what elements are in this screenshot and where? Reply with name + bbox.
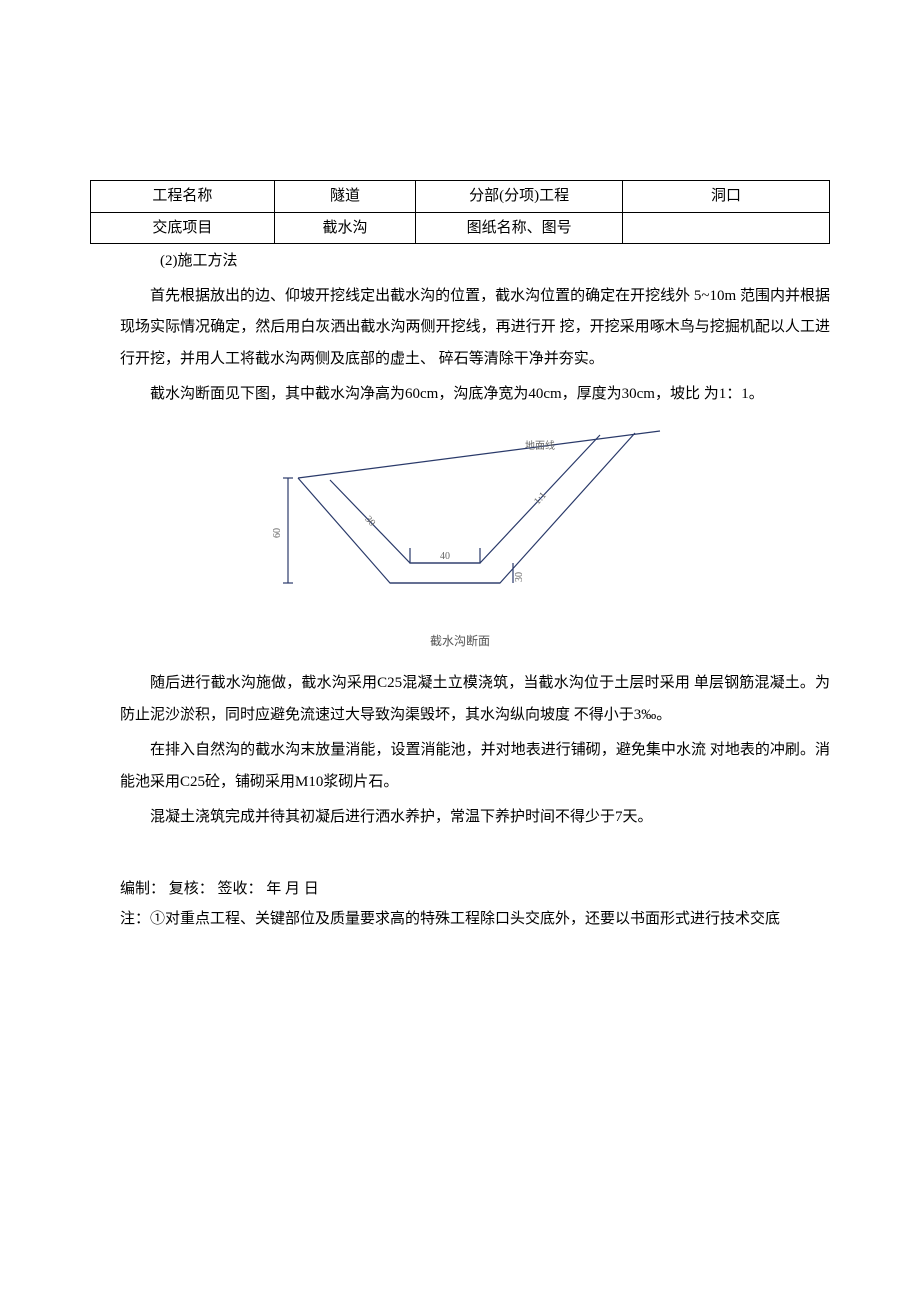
- cell-r1c4: 洞口: [623, 181, 830, 213]
- footer-note: 注：①对重点工程、关键部位及质量要求高的特殊工程除口头交底外，还要以书面形式进行…: [120, 904, 830, 934]
- paragraph-5: 混凝土浇筑完成并待其初凝后进行洒水养护，常温下养护时间不得少于7天。: [120, 802, 830, 834]
- cell-r2c3: 图纸名称、图号: [416, 212, 623, 244]
- svg-text:60: 60: [272, 528, 283, 538]
- svg-text:地面线: 地面线: [525, 439, 555, 452]
- cell-r2c2: 截水沟: [274, 212, 415, 244]
- cell-r1c3: 分部(分项)工程: [416, 181, 623, 213]
- footer-signatures: 编制： 复核： 签收： 年 月 日: [120, 874, 830, 904]
- svg-text:40: 40: [440, 551, 450, 562]
- svg-text:30: 30: [514, 572, 525, 582]
- cell-r2c4: [623, 212, 830, 244]
- section-label: (2)施工方法: [160, 250, 830, 273]
- diagram-caption: 截水沟断面: [90, 632, 830, 650]
- diagram-svg: 地面线 1:1 60 30 40 30: [240, 423, 680, 623]
- cross-section-diagram: 地面线 1:1 60 30 40 30 截水沟断面: [90, 423, 830, 651]
- paragraph-4: 在排入自然沟的截水沟末放量消能，设置消能池，并对地表进行铺砌，避免集中水流 对地…: [120, 735, 830, 798]
- cell-r2c1: 交底项目: [91, 212, 275, 244]
- cell-r1c2: 隧道: [274, 181, 415, 213]
- cell-r1c1: 工程名称: [91, 181, 275, 213]
- header-table: 工程名称 隧道 分部(分项)工程 洞口 交底项目 截水沟 图纸名称、图号: [90, 180, 830, 244]
- paragraph-1: 首先根据放出的边、仰坡开挖线定出截水沟的位置，截水沟位置的确定在开挖线外 5~1…: [120, 281, 830, 376]
- footer-block: 编制： 复核： 签收： 年 月 日 注：①对重点工程、关键部位及质量要求高的特殊…: [120, 874, 830, 934]
- paragraph-3: 随后进行截水沟施做，截水沟采用C25混凝土立模浇筑，当截水沟位于土层时采用 单层…: [120, 668, 830, 731]
- paragraph-2: 截水沟断面见下图，其中截水沟净高为60cm，沟底净宽为40cm，厚度为30cm，…: [120, 379, 830, 411]
